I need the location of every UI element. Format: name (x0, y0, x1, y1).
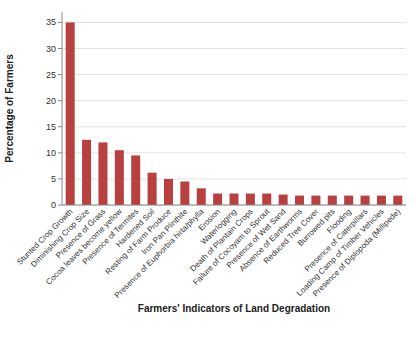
grid-line (62, 126, 406, 127)
bar (82, 140, 91, 205)
category-label: Presence of Euphorbia hirta/phylla (113, 207, 206, 300)
tick-mark (58, 74, 62, 75)
bar (262, 194, 271, 205)
tick-label: 35 (46, 17, 56, 27)
category-label: Loading Camp of Timber Vehicles (295, 207, 386, 298)
grid-line (62, 100, 406, 101)
bar (148, 173, 157, 205)
tick-label: 20 (46, 96, 56, 106)
tick-label: 5 (51, 174, 56, 184)
tick-mark (58, 100, 62, 101)
bar (164, 179, 173, 205)
grid-line (62, 22, 406, 23)
bar (131, 155, 140, 205)
tick-label: 25 (46, 70, 56, 80)
bar (361, 196, 370, 205)
category-label: Presence of Diplopoda (Millipede) (311, 207, 402, 298)
bar (328, 196, 337, 205)
x-axis-label: Farmers' Indicators of Land Degradation (138, 303, 330, 314)
grid-line (62, 178, 406, 179)
y-axis-line (62, 12, 63, 205)
bar (115, 150, 124, 205)
chart: 0 5 10 15 20 25 30 35 Stunted Crop GrowthDiminis… (0, 0, 416, 340)
bar (229, 194, 238, 205)
x-axis-line (62, 205, 406, 206)
bar (344, 196, 353, 205)
bar (295, 196, 304, 205)
grid-line (62, 152, 406, 153)
bar (311, 196, 320, 205)
tick-mark (58, 22, 62, 23)
category-label: Cocoa leaves become yellow (44, 207, 124, 287)
tick-mark (58, 48, 62, 49)
category-label: Resting of Farm Produce (104, 207, 174, 277)
tick-mark (58, 126, 62, 127)
tick-label: 10 (46, 148, 56, 158)
bar (377, 196, 386, 205)
bar (98, 142, 107, 205)
tick-mark (58, 205, 62, 206)
category-label: Presence of Caterpillars (303, 207, 370, 274)
bar (66, 22, 75, 205)
bar (213, 194, 222, 205)
bar (246, 194, 255, 205)
bar (393, 196, 402, 205)
bar (180, 182, 189, 205)
grid-line (62, 74, 406, 75)
bars (66, 22, 403, 205)
tick-mark (58, 178, 62, 179)
tick-label: 30 (46, 44, 56, 54)
grid-line (62, 205, 406, 206)
tick-label: 0 (51, 200, 56, 210)
bar (197, 188, 206, 205)
y-axis: 0 5 10 15 20 25 30 35 (46, 17, 406, 210)
tick-label: 15 (46, 122, 56, 132)
y-axis-label: Percentage of Farmers (4, 54, 15, 163)
bar (279, 195, 288, 205)
category-label: Absence of Earthworms (238, 207, 304, 273)
grid-line (62, 48, 406, 49)
x-axis: Stunted Crop GrowthDiminishing Crop Size… (15, 207, 402, 300)
tick-mark (58, 152, 62, 153)
